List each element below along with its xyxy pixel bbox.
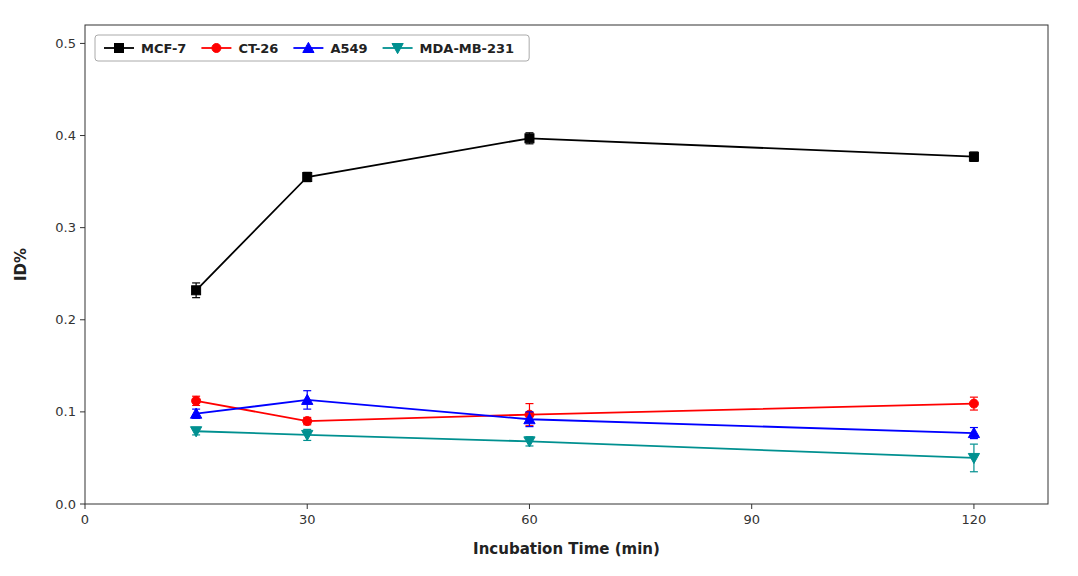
x-tick — [751, 504, 752, 509]
legend-label: MDA-MB-231 — [420, 41, 515, 56]
series — [190, 427, 979, 472]
x-tick-label: 120 — [962, 512, 987, 527]
x-tick-label: 0 — [81, 512, 89, 527]
y-tick-label: 0.3 — [55, 220, 76, 235]
data-point — [969, 152, 978, 161]
chart-svg: 0 30 60 90 120 0.0 0.1 0.2 0.3 0.4 0.5 Incubation T… — [0, 0, 1078, 576]
plot-area — [85, 25, 1048, 504]
y-tick-label: 0.0 — [55, 497, 76, 512]
error-bar-cap — [303, 429, 311, 430]
data-point — [524, 414, 535, 424]
error-bar-cap — [525, 403, 533, 404]
legend: MCF-7 CT-26 A549 MDA-MB-231 — [95, 35, 529, 61]
x-tick — [973, 504, 974, 509]
data-group — [190, 133, 979, 472]
error-bar-cap — [525, 426, 533, 427]
legend-label: CT-26 — [238, 41, 278, 56]
data-point — [190, 427, 201, 437]
y-tick-label: 0.4 — [55, 128, 76, 143]
legend-marker — [303, 42, 314, 52]
error-bar-cap — [970, 397, 978, 398]
error-bar — [970, 397, 978, 410]
y-tick — [80, 227, 85, 228]
data-point — [525, 134, 534, 143]
data-point — [969, 399, 978, 408]
error-bar — [192, 396, 200, 405]
data-point — [302, 430, 313, 440]
data-point — [302, 394, 313, 404]
data-point — [192, 396, 201, 405]
y-tick-label: 0.5 — [55, 36, 76, 51]
x-tick-label: 60 — [521, 512, 538, 527]
y-axis-label: ID% — [12, 248, 30, 281]
error-bar-cap — [970, 444, 978, 445]
y-tick — [80, 43, 85, 44]
legend-marker — [212, 44, 221, 53]
plot-frame — [85, 25, 1048, 504]
data-point — [192, 286, 201, 295]
legend-label: MCF-7 — [141, 41, 186, 56]
x-tick — [529, 504, 530, 509]
x-tick-label: 30 — [299, 512, 316, 527]
data-point — [524, 437, 535, 447]
legend-item: CT-26 — [201, 41, 278, 56]
error-bar — [525, 133, 533, 144]
x-axis-label: Incubation Time (min) — [473, 540, 660, 558]
error-bar — [303, 417, 311, 424]
data-point — [190, 408, 201, 418]
legend-item: MDA-MB-231 — [383, 41, 515, 56]
y-tick — [80, 411, 85, 412]
x-tick-label: 90 — [743, 512, 760, 527]
legend-marker — [392, 44, 403, 54]
legend-item: A549 — [293, 41, 367, 56]
error-bar-cap — [303, 409, 311, 410]
y-tick-label: 0.2 — [55, 312, 76, 327]
error-bar-cap — [525, 143, 533, 144]
error-bar-cap — [970, 409, 978, 410]
legend-box — [95, 35, 529, 61]
error-bar-cap — [525, 411, 533, 412]
series-line — [196, 138, 974, 290]
legend-marker — [115, 44, 124, 53]
chart-container: 0 30 60 90 120 0.0 0.1 0.2 0.3 0.4 0.5 Incubation T… — [0, 0, 1078, 576]
y-tick — [80, 135, 85, 136]
y-tick — [80, 504, 85, 505]
data-point — [968, 427, 979, 437]
error-bar-cap — [525, 132, 533, 133]
error-bar-cap — [192, 282, 200, 283]
series-line — [196, 431, 974, 458]
legend-item: MCF-7 — [104, 41, 186, 56]
x-tick — [307, 504, 308, 509]
error-bar — [970, 152, 978, 161]
legend-label: A549 — [330, 41, 367, 56]
error-bar — [303, 172, 311, 181]
error-bar-cap — [192, 297, 200, 298]
data-point — [303, 172, 312, 181]
error-bar-cap — [970, 438, 978, 439]
error-bar-cap — [970, 471, 978, 472]
x-tick — [85, 504, 86, 509]
data-point — [968, 453, 979, 463]
data-point — [303, 417, 312, 426]
error-bar-cap — [303, 390, 311, 391]
y-tick — [80, 319, 85, 320]
y-tick-label: 0.1 — [55, 404, 76, 419]
axes: 0 30 60 90 120 0.0 0.1 0.2 0.3 0.4 0.5 Incubation T… — [12, 25, 1048, 558]
error-bar — [192, 283, 200, 298]
series — [192, 133, 979, 298]
